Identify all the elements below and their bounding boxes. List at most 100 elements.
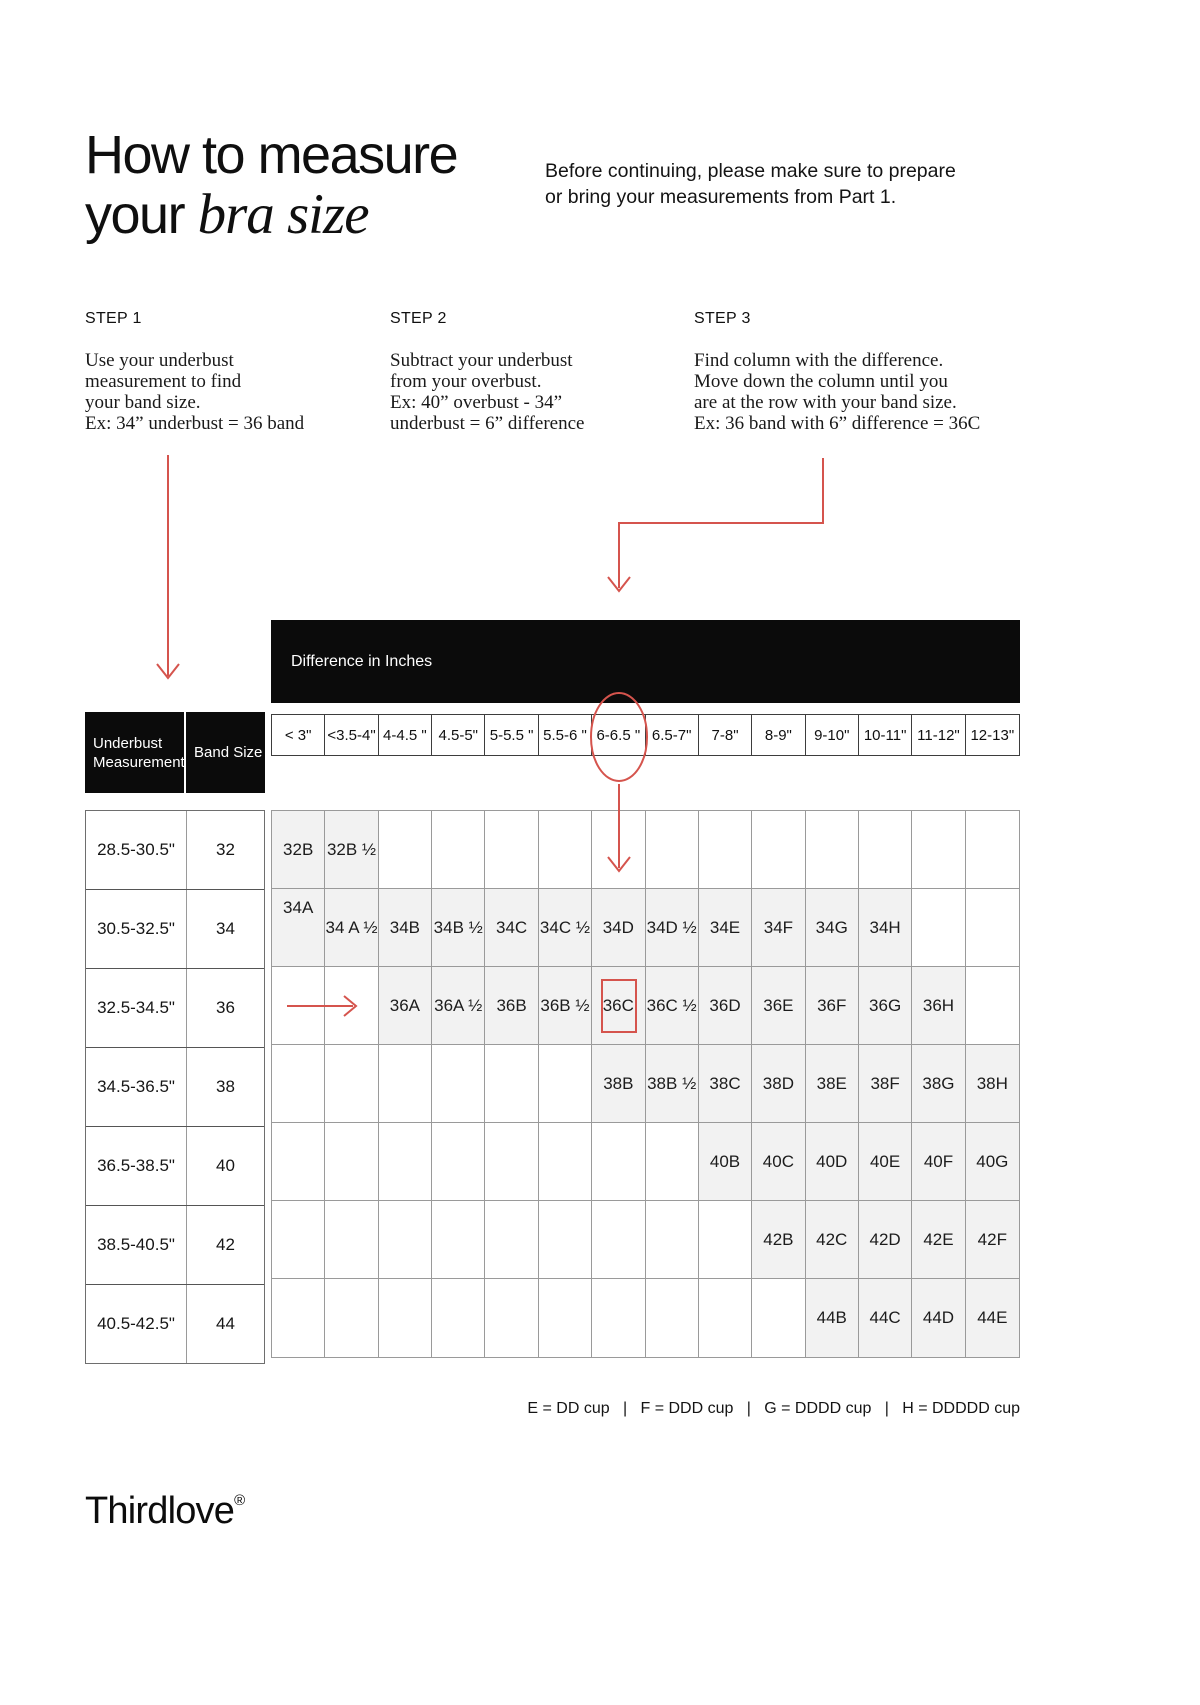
size-cell: 38D: [752, 1045, 806, 1123]
band-size-cell: 40: [216, 1156, 235, 1175]
size-cell: 38B ½: [645, 1045, 699, 1123]
empty-cell: [325, 1045, 379, 1123]
brand-logo: Thirdlove®: [85, 1490, 245, 1533]
empty-cell: [378, 1201, 433, 1279]
measurement-row: 40.5-42.5" 44: [86, 1285, 264, 1363]
empty-cell: [965, 967, 1019, 1045]
empty-cell: [485, 1045, 539, 1123]
band-size-cell: 38: [216, 1077, 235, 1096]
page-title: How to measure your bra size: [85, 125, 459, 246]
diff-columns-row: < 3" <3.5-4" 4-4.5 " 4.5-5" 5-5.5 " 5.5-6 " 6-…: [271, 714, 1020, 756]
size-cell: 36A ½: [432, 967, 486, 1045]
size-cell: 42D: [858, 1201, 913, 1279]
size-cell: 38B: [592, 1045, 646, 1123]
empty-cell: [752, 811, 806, 889]
empty-cell: [539, 1279, 593, 1357]
empty-cell: [592, 1279, 646, 1357]
size-cell: 38H: [965, 1045, 1019, 1123]
brand-name: Thirdlove: [85, 1490, 235, 1532]
step3-elbow-arrow-icon: [607, 458, 824, 593]
empty-cell: [858, 811, 913, 889]
size-cell: 40F: [912, 1123, 966, 1201]
empty-cell: [325, 1279, 379, 1357]
size-cell: 36E: [752, 967, 806, 1045]
underbust-cell: 36.5-38.5": [86, 1127, 187, 1205]
band-size-cell: 42: [216, 1235, 235, 1254]
empty-cell: [485, 1279, 539, 1357]
step1-down-arrow-icon: [156, 455, 180, 680]
empty-cell: [646, 1279, 699, 1357]
step-1: STEP 1 Use your underbust measurement to…: [85, 310, 415, 434]
size-cell: 34D: [592, 889, 646, 967]
band-size-cell: 36: [216, 998, 235, 1017]
empty-cell: [485, 1201, 539, 1279]
size-cell: 32B ½: [325, 811, 379, 889]
size-cell: 34G: [805, 889, 859, 967]
empty-cell: [645, 811, 699, 889]
size-cell: 40G: [965, 1123, 1019, 1201]
size-grid: 32B 32B ½ 34A 34 A ½ 34B 34B ½ 34C 34C ½ 34D 34D …: [271, 810, 1020, 1358]
diff-column-header: 5.5-6 ": [539, 715, 593, 755]
step-2-label: STEP 2: [390, 310, 447, 327]
size-cell: 36G: [858, 967, 913, 1045]
empty-cell: [965, 889, 1019, 967]
empty-cell: [272, 1123, 326, 1201]
empty-cell: [965, 811, 1019, 889]
empty-cell: [805, 811, 859, 889]
size-cell: 34C ½: [538, 889, 593, 967]
measurement-row: 30.5-32.5" 34: [86, 890, 264, 969]
cup-legend: E = DD cup | F = DDD cup | G = DDDD cup …: [527, 1400, 1020, 1417]
underbust-cell: 32.5-34.5": [86, 969, 187, 1047]
size-cell: 36B ½: [538, 967, 593, 1045]
measurement-row: 34.5-36.5" 38: [86, 1048, 264, 1127]
empty-cell: [378, 1045, 433, 1123]
empty-cell: [592, 1123, 646, 1201]
measurement-row: 28.5-30.5" 32: [86, 811, 264, 890]
empty-cell: [378, 1123, 433, 1201]
size-cell: 34C: [485, 889, 539, 967]
page-title-line2-prefix: your: [85, 185, 198, 245]
corner-header: Underbust Measurement Band Size: [85, 712, 265, 793]
step-3-text: Find column with the difference. Move do…: [694, 350, 981, 434]
measurement-row: 36.5-38.5" 40: [86, 1127, 264, 1206]
size-cell: 34B ½: [432, 889, 486, 967]
underbust-cell: 40.5-42.5": [86, 1285, 187, 1363]
size-cell: 38E: [805, 1045, 859, 1123]
band-size-cell: 34: [216, 919, 235, 938]
size-cell: 34A: [272, 889, 326, 967]
size-cell: 34F: [752, 889, 806, 967]
empty-cell: [538, 1045, 593, 1123]
diff-column-header: 4-4.5 ": [379, 715, 433, 755]
page-title-line1: How to measure: [85, 125, 459, 185]
empty-cell: [912, 811, 966, 889]
diff-column-header: 10-11": [859, 715, 913, 755]
difference-header-band: Difference in Inches: [271, 620, 1020, 703]
page-title-italic: bra size: [197, 183, 370, 246]
measurement-row: 38.5-40.5" 42: [86, 1206, 264, 1285]
size-cell: 32B: [272, 811, 326, 889]
diff-column-header: 5-5.5 ": [485, 715, 539, 755]
diff-column-header: 9-10": [806, 715, 859, 755]
empty-cell: [272, 1045, 326, 1123]
empty-cell: [272, 967, 326, 1045]
size-cell: 38G: [912, 1045, 966, 1123]
size-cell: 36C: [592, 967, 646, 1045]
diff-column-header: 4.5-5": [432, 715, 486, 755]
size-cell: 38F: [858, 1045, 913, 1123]
step-1-label: STEP 1: [85, 310, 142, 327]
size-cell: 34 A ½: [325, 889, 379, 967]
underbust-cell: 30.5-32.5": [86, 890, 187, 968]
empty-cell: [752, 1279, 806, 1357]
underbust-cell: 28.5-30.5": [86, 811, 187, 889]
size-cell: 40C: [752, 1123, 806, 1201]
empty-cell: [432, 1201, 486, 1279]
step-2: STEP 2 Subtract your underbust from your…: [390, 310, 720, 434]
empty-cell: [538, 1201, 593, 1279]
size-cell: 42F: [965, 1201, 1019, 1279]
step-1-text: Use your underbust measurement to find y…: [85, 350, 305, 434]
empty-cell: [432, 1123, 486, 1201]
diff-column-header: 12-13": [970, 726, 1015, 744]
empty-cell: [592, 811, 646, 889]
size-cell: 44C: [858, 1279, 913, 1357]
empty-cell: [325, 967, 379, 1045]
